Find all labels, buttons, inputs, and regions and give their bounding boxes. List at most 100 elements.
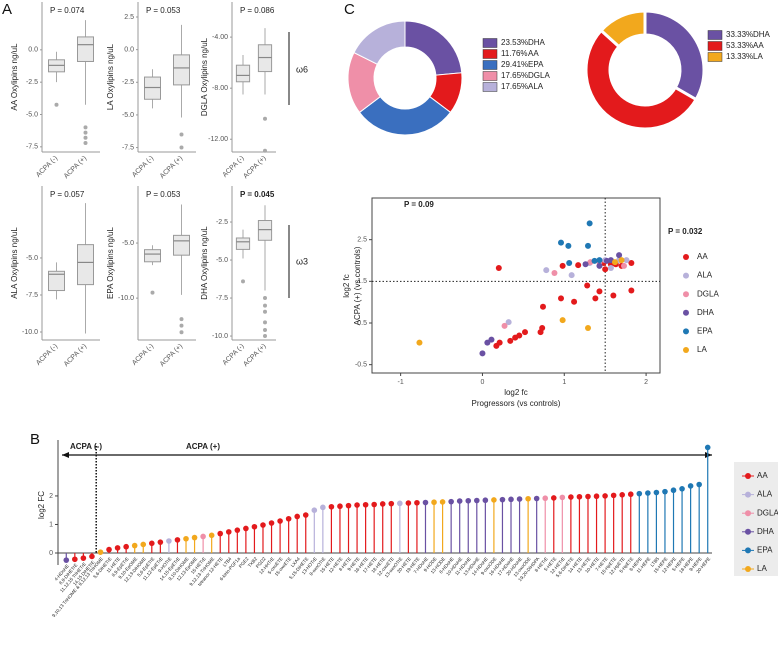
legend-swatch [482,82,498,92]
point [596,288,603,295]
lollipop-head [106,546,112,553]
lollipop-head [414,499,420,506]
y-tick-label: -10.0 [212,333,228,340]
legend-value: 53.33% [726,41,753,50]
point [505,319,512,326]
legend-label: DHA [753,30,771,39]
legend-label: ALA [697,271,713,280]
legend-label: DHA [697,308,715,317]
x-tick-label: ACPA (+) [242,155,267,180]
lollipop-head [397,500,403,507]
y-tick-label: -4.00 [212,34,228,41]
outlier [83,125,88,130]
point [628,287,635,294]
lollipop-head [482,497,489,504]
point [586,220,593,227]
legend-label: EPA [528,60,544,69]
lollipop-head [405,500,412,506]
y-tick-label: 1 [49,521,53,528]
point [591,257,598,264]
y-axis-label: log2 fc [342,274,351,298]
x-tick-label: 1 [562,379,566,386]
point [488,336,495,343]
box [235,64,251,83]
y-tick-label: -7.5 [26,292,38,299]
point [495,265,502,271]
legend-label: LA [757,564,767,573]
y-tick-label: -2.5 [216,219,228,226]
legend-value: 13.33% [726,52,753,61]
p-value: P = 0.045 [240,190,275,199]
legend-label: DHA [757,527,775,536]
point [543,267,550,274]
legend-value: 33.33% [726,30,753,39]
lollipop-head [217,530,224,537]
annotation: ACPA (-) [70,442,102,451]
x-tick-label: PGE2 [238,556,250,569]
lollipop-head [294,513,300,520]
lollipop-head [431,499,437,506]
point [607,265,614,271]
y-tick-label: -7.5 [122,144,134,151]
lollipop-head [602,493,608,499]
y-axis-label: EPA Oxylipins ng/uL [106,227,115,299]
lollipop-head [243,525,249,532]
outlier [179,317,184,322]
point [585,242,591,249]
legend-marker [745,528,751,535]
y-tick-label: 2.5 [124,14,134,21]
p-value: P = 0.032 [668,227,703,236]
lollipop-head [636,490,643,497]
legend-marker [683,291,689,298]
p-value: P = 0.074 [50,6,85,15]
lollipop-head [568,494,574,500]
lollipop-head [670,487,677,494]
point [610,292,617,299]
point [539,325,546,331]
lollipop-head [499,496,506,503]
lollipop-head [131,542,138,549]
legend-value: 17.65% [501,71,528,80]
lollipop-head [208,532,215,539]
x-tick-label: LTB4 [222,556,233,568]
donut-slice [404,20,463,76]
lollipop-head [174,537,181,543]
x-tick-label: TXB2 [247,556,259,568]
x-tick-label: 0 [481,379,485,386]
lollipop-head [149,540,155,547]
arrow-head [62,452,69,458]
point [621,262,627,269]
y-tick-label: -5.0 [122,112,134,119]
lollipop-head [542,495,549,502]
legend-marker [745,547,751,554]
x-tick-label: ACPA (-) [35,343,59,367]
y-axis-label: AA Oxylipins ng/uL [10,43,19,111]
outlier [83,130,88,135]
point [585,325,591,331]
legend-label: LA [753,52,763,61]
lollipop-head [627,491,634,498]
lollipop-head [63,557,70,563]
lollipop-head [371,501,377,508]
y-tick-label: -2.5 [122,79,134,86]
legend-label: EPA [757,546,773,555]
legend-value: 29.41% [501,60,528,69]
point [582,261,589,268]
lollipop-head [491,497,497,503]
legend-marker [745,491,751,498]
y-axis-label: DHA Oxylipins ng/uL [200,226,209,300]
legend-value: 17.65% [501,82,528,91]
lollipop-head [645,490,651,496]
legend-marker [745,473,751,479]
y-tick-label: 1.5 [357,278,367,285]
lollipop-head [619,491,625,498]
outlier [263,148,267,153]
lollipop-head [260,522,266,528]
y-tick-label: 0.0 [28,47,38,54]
outlier [263,334,267,339]
lollipop-head [576,493,583,500]
lollipop-head [277,518,283,524]
legend-value: 11.76% [501,49,528,58]
box [77,244,94,286]
legend-label: DGLA [528,71,550,80]
